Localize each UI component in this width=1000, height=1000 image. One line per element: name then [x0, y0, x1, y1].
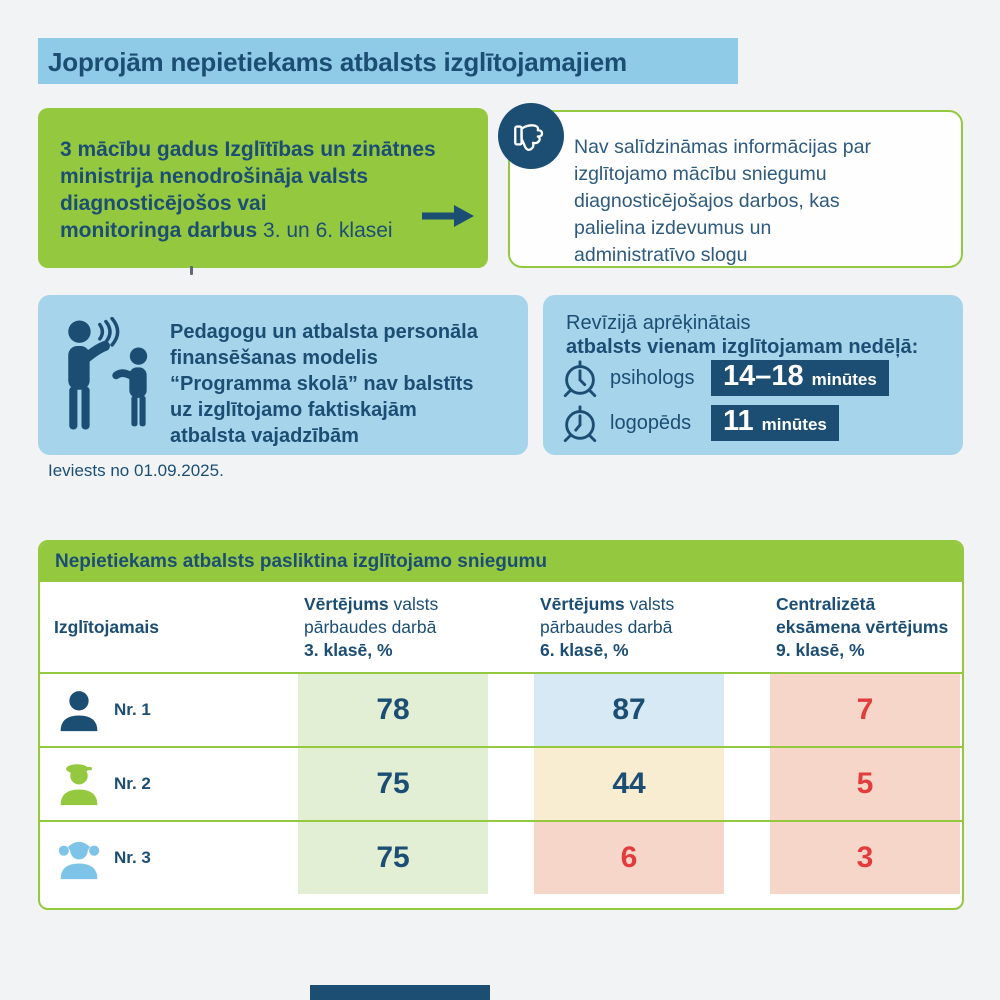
score-cell: 6: [534, 822, 724, 894]
funding-model-text: Pedagogu un atbalsta personāla finansēša…: [170, 321, 478, 447]
score-cell: 7: [770, 674, 960, 746]
student-label: Nr. 1: [114, 700, 151, 719]
score-cell: 75: [298, 748, 488, 820]
score-cell: 5: [770, 748, 960, 820]
psychologist-label: psihologs: [610, 366, 695, 389]
page-title: Joprojām nepietiekams atbalsts izglītoja…: [48, 47, 627, 77]
speech-therapist-minutes-badge: 11 minūtes: [711, 405, 839, 441]
table-title: Nepietiekams atbalsts pasliktina izglīto…: [55, 551, 548, 572]
table-header-row: Izglītojamais Vērtējums valsts pārbaudes…: [40, 582, 962, 672]
student-adult-icon: [56, 687, 102, 733]
results-table: Nepietiekams atbalsts pasliktina izglīto…: [38, 540, 964, 910]
score-cell: 78: [298, 674, 488, 746]
psychologist-minutes-badge: 14–18 minūtes: [711, 360, 889, 396]
alarm-clock-icon: [559, 357, 601, 399]
student-label: Nr. 3: [114, 848, 151, 867]
footer-bar: [310, 985, 490, 1000]
audit-minutes-card: Revīzijā aprēķinātais atbalsts vienam iz…: [543, 295, 963, 455]
comparability-card: Nav salīdzināmas informācijas par izglīt…: [498, 103, 963, 268]
score-cell: 3: [770, 822, 960, 894]
implementation-note: Ieviests no 01.09.2025.: [48, 461, 224, 480]
score-cell: 75: [298, 822, 488, 894]
table-title-bar: Nepietiekams atbalsts pasliktina izglīto…: [40, 542, 962, 582]
comparability-text: Nav salīdzināmas informācijas par izglīt…: [574, 136, 871, 266]
column-header-grade3: Vērtējums valsts pārbaudes darbā 3. klas…: [304, 593, 439, 660]
table-row: Nr. 2 75 44 5: [40, 746, 962, 820]
score-cell: 44: [534, 748, 724, 820]
adult-speaking-to-child-icon: [54, 317, 166, 435]
column-header-student: Izglītojamais: [54, 616, 160, 637]
minutes-intro-regular: Revīzijā aprēķinātais: [566, 312, 751, 334]
stray-mark: [190, 266, 193, 275]
table-row: Nr. 3 75 6 3: [40, 820, 962, 894]
column-header-grade6: Vērtējums valsts pārbaudes darbā 6. klas…: [540, 593, 675, 660]
green-statement-card: 3 mācību gadus Izglītības un zinātnes mi…: [38, 108, 488, 268]
title-banner: Joprojām nepietiekams atbalsts izglītoja…: [38, 38, 738, 84]
student-with-cap-icon: [56, 761, 102, 807]
student-label: Nr. 2: [114, 774, 151, 793]
alarm-clock-icon: [559, 402, 601, 444]
funding-model-card: Pedagogu un atbalsta personāla finansēša…: [38, 295, 528, 455]
speech-therapist-label: logopēds: [610, 411, 692, 434]
green-card-text: 3 mācību gadus Izglītības un zinātnes mi…: [60, 138, 436, 242]
speech-therapist-row: logopēds 11 minūtes: [559, 401, 839, 445]
arrow-right-icon: [422, 204, 474, 228]
column-header-grade9: Centralizētā eksāmena vērtējums 9. klasē…: [776, 593, 949, 660]
table-row: Nr. 1 78 87 7: [40, 672, 962, 746]
psychologist-row: psihologs 14–18 minūtes: [559, 356, 889, 400]
minutes-intro-bold: atbalsts vienam izglītojamam nedēļā:: [566, 336, 919, 358]
thumbs-down-icon: [498, 103, 564, 169]
student-girl-icon: [56, 835, 102, 881]
score-cell: 87: [534, 674, 724, 746]
